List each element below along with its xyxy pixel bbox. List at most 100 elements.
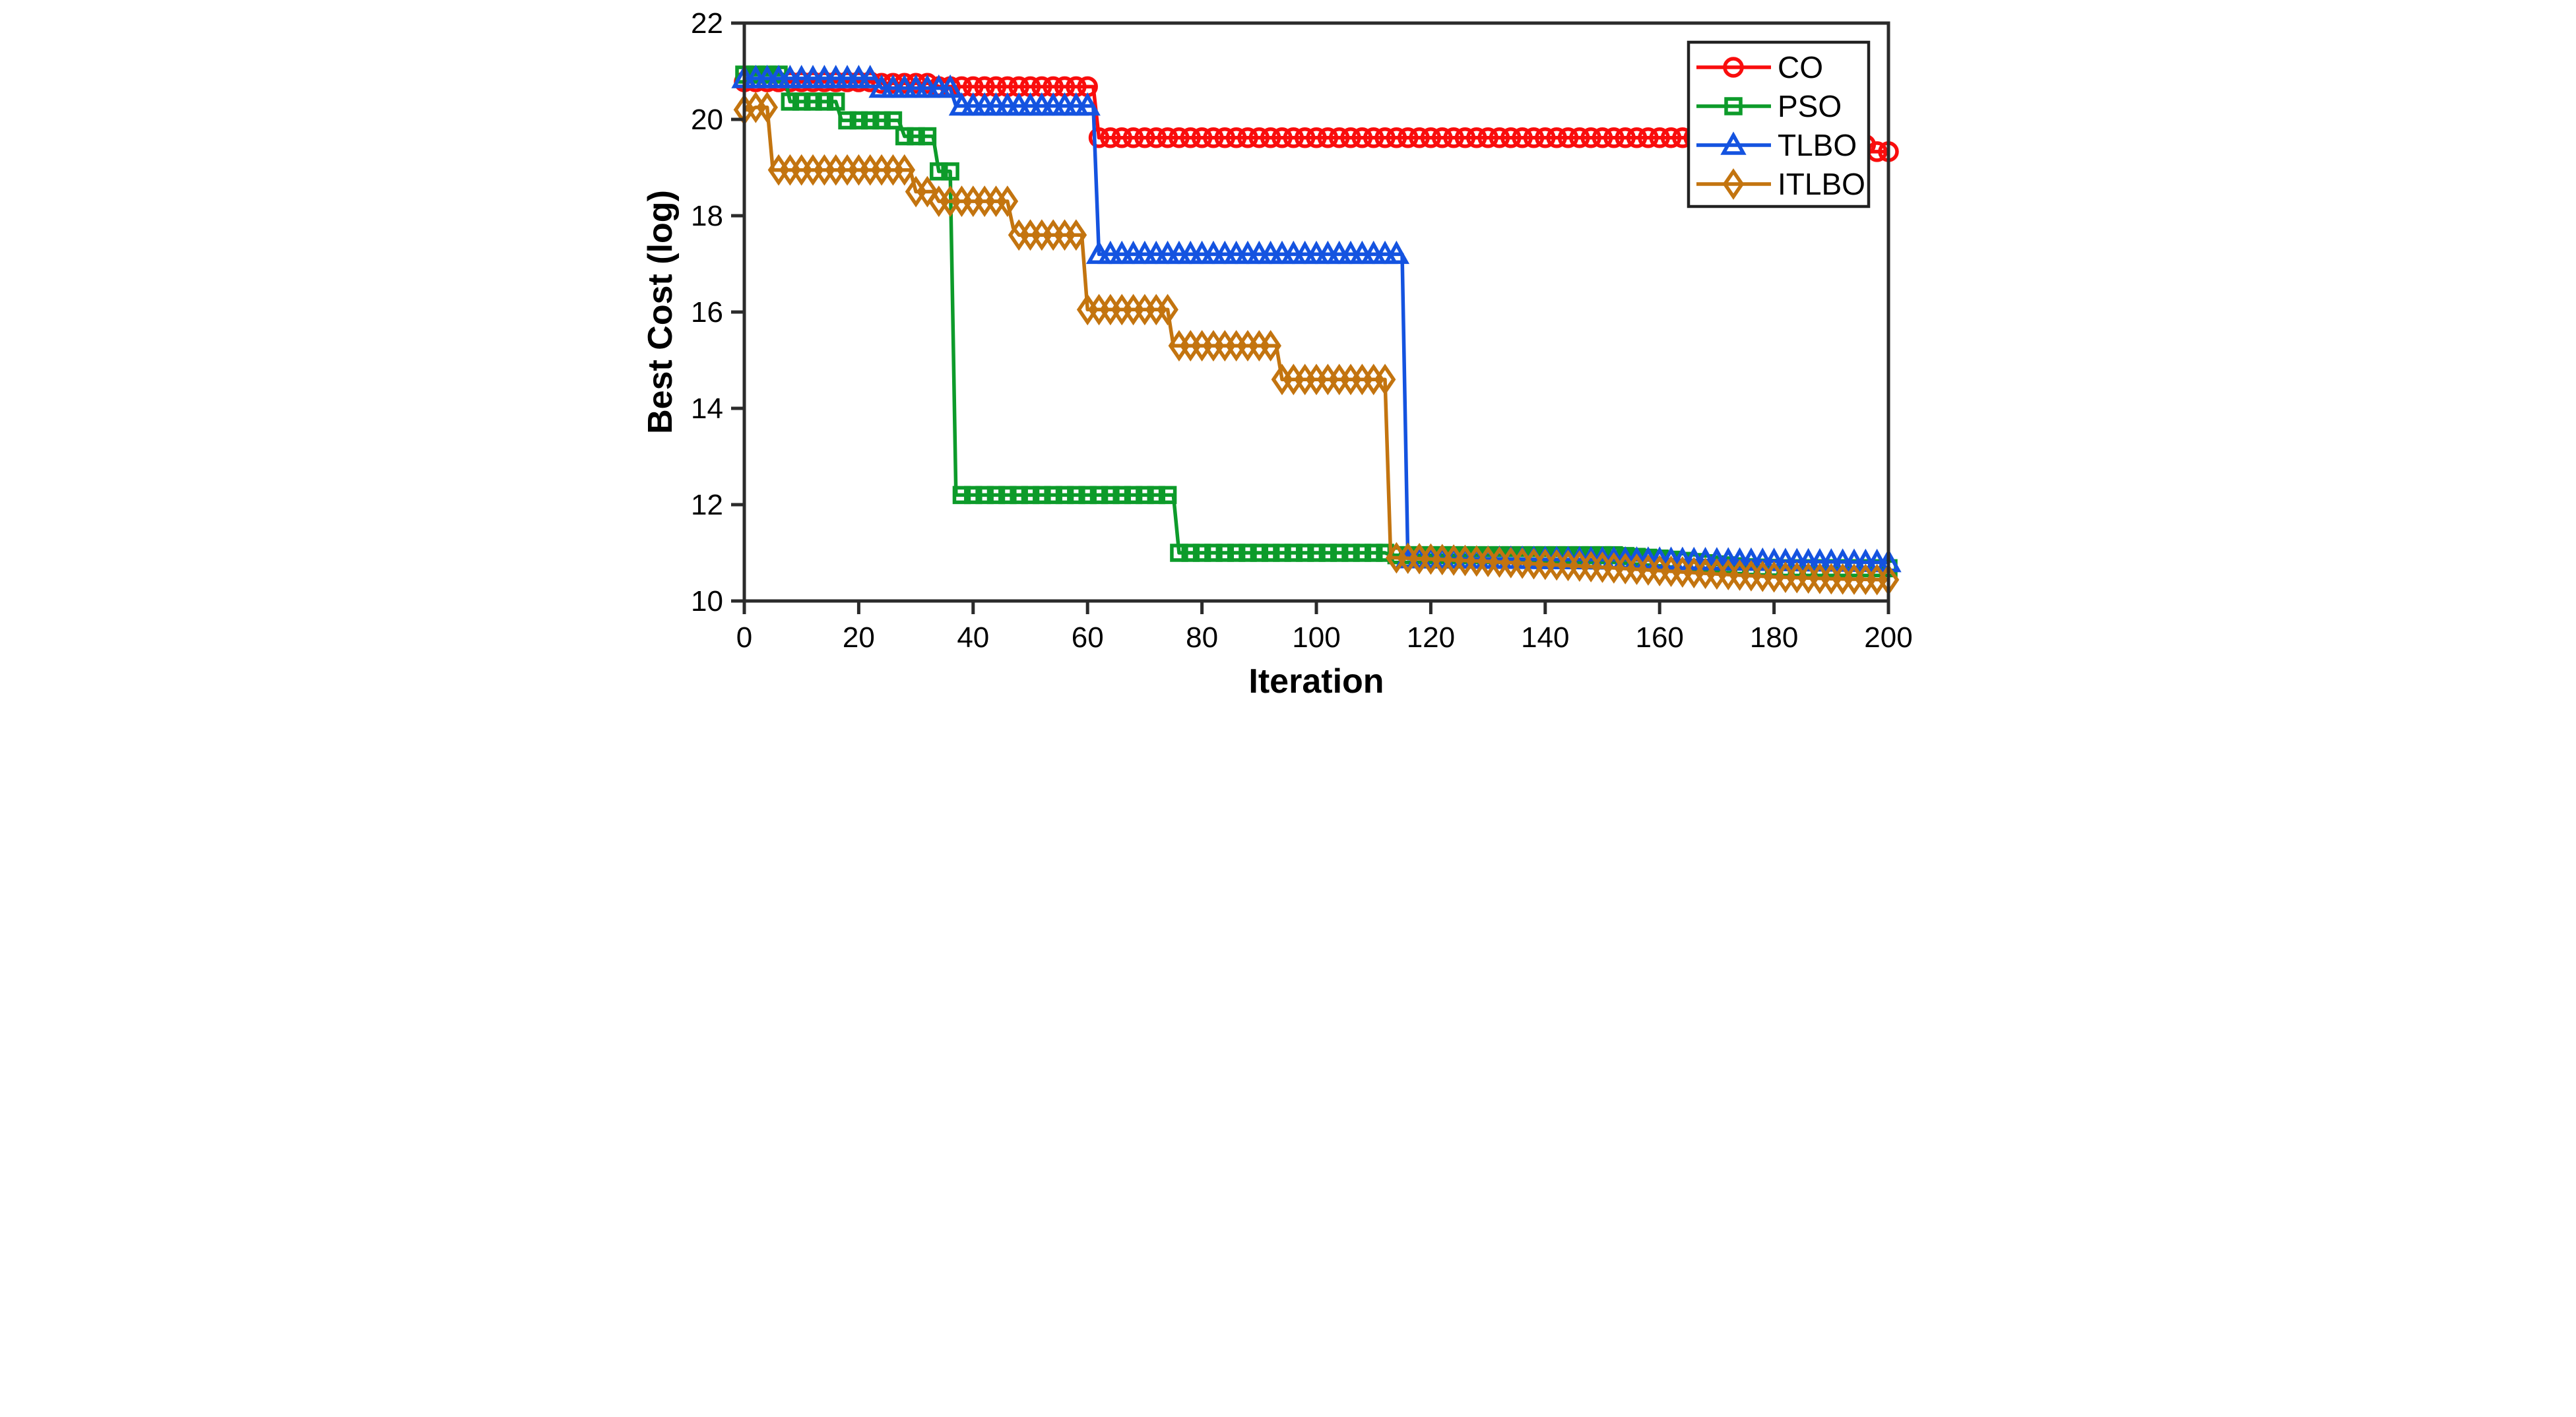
series-marker-tlbo: [937, 74, 963, 98]
x-tick-label: 140: [1521, 621, 1569, 654]
series-marker-pso: [964, 486, 982, 505]
legend-label-tlbo: TLBO: [1778, 128, 1857, 162]
x-tick-label: 20: [843, 621, 875, 654]
series-marker-itlbo: [917, 175, 938, 208]
series-marker-pso: [1136, 486, 1154, 505]
series-marker-co: [1386, 127, 1407, 148]
y-axis-label: Best Cost (log): [644, 190, 680, 434]
legend-sample-marker-co: [1723, 57, 1744, 78]
series-marker-pso: [1204, 544, 1223, 562]
y-tick-label: 12: [691, 489, 723, 521]
series-marker-pso: [1044, 486, 1062, 505]
series-marker-co: [1134, 127, 1155, 148]
legend-label-pso: PSO: [1778, 89, 1842, 123]
series-marker-co: [1603, 127, 1625, 148]
series-marker-itlbo: [1374, 363, 1396, 396]
series-marker-co: [1592, 127, 1613, 148]
series-marker-co: [1272, 127, 1293, 148]
x-tick-label: 200: [1864, 621, 1912, 654]
series-marker-pso: [1227, 544, 1246, 562]
series-marker-itlbo: [893, 154, 916, 186]
series-marker-pso: [781, 92, 800, 111]
series-marker-pso: [792, 92, 811, 111]
series-marker-co: [1512, 127, 1533, 148]
series-marker-co: [1580, 127, 1601, 148]
series-marker-tlbo: [857, 65, 884, 88]
series-marker-co: [1328, 127, 1350, 148]
y-tick-label: 14: [691, 393, 723, 425]
series-marker-pso: [1089, 486, 1109, 505]
series-marker-co: [1122, 127, 1144, 148]
series-marker-pso: [1112, 486, 1131, 505]
series-marker-co: [1248, 127, 1270, 148]
series-marker-co: [1409, 127, 1430, 148]
series-marker-itlbo: [1260, 330, 1281, 362]
series-marker-pso: [1364, 544, 1383, 562]
series-marker-pso: [975, 486, 994, 505]
series-marker-pso: [1261, 544, 1280, 562]
series-marker-itlbo: [1065, 219, 1087, 251]
x-tick-label: 160: [1635, 621, 1683, 654]
series-marker-pso: [872, 111, 891, 130]
legend-label-co: CO: [1778, 50, 1823, 84]
series-marker-co: [1466, 127, 1487, 148]
x-tick-label: 80: [1186, 621, 1218, 654]
series-marker-co: [1260, 127, 1281, 148]
series-marker-pso: [1284, 544, 1303, 562]
series-marker-co: [1191, 127, 1213, 148]
legend-sample-marker-tlbo: [1720, 131, 1747, 155]
series-marker-pso: [849, 111, 868, 130]
series-marker-co: [1294, 127, 1316, 148]
series-marker-co: [1363, 127, 1384, 148]
series-marker-co: [1546, 127, 1567, 148]
y-tick-label: 10: [691, 585, 723, 617]
series-marker-co: [1214, 127, 1236, 148]
y-tick-label: 22: [691, 7, 723, 40]
series-marker-co: [1351, 127, 1373, 148]
series-marker-pso: [1250, 544, 1269, 562]
series-marker-co: [1088, 127, 1110, 148]
series-marker-co: [1225, 127, 1247, 148]
series-marker-pso: [1318, 544, 1337, 562]
series-marker-pso: [1330, 544, 1349, 562]
series-marker-co: [1649, 127, 1670, 148]
series-marker-co: [1203, 127, 1224, 148]
series-marker-pso: [1273, 544, 1291, 562]
series-marker-pso: [1307, 544, 1326, 562]
series-marker-itlbo: [1157, 294, 1178, 326]
series-marker-co: [1454, 127, 1476, 148]
series-marker-pso: [1341, 544, 1360, 562]
series-marker-pso: [1010, 486, 1028, 505]
x-axis-label: Iteration: [1248, 662, 1384, 701]
x-tick-label: 180: [1750, 621, 1798, 654]
series-marker-co: [1100, 127, 1121, 148]
series-marker-co: [1535, 127, 1556, 148]
series-marker-pso: [1215, 544, 1235, 562]
series-marker-pso: [1147, 486, 1165, 505]
series-marker-pso: [952, 486, 971, 505]
y-tick-label: 16: [691, 296, 723, 329]
series-marker-co: [1638, 127, 1659, 148]
series-marker-pso: [895, 127, 914, 146]
series-marker-pso: [1033, 486, 1051, 505]
series-marker-pso: [826, 92, 845, 111]
series-marker-co: [1477, 127, 1498, 148]
series-marker-pso: [1239, 544, 1257, 562]
series-marker-pso: [1101, 486, 1120, 505]
series-marker-pso: [918, 127, 937, 146]
series-marker-pso: [1295, 544, 1314, 562]
series-marker-pso: [1192, 544, 1211, 562]
x-tick-label: 60: [1072, 621, 1104, 654]
x-tick-label: 100: [1292, 621, 1340, 654]
series-marker-pso: [838, 111, 856, 130]
convergence-figure: 0 20 40 60 80 100 120 140 160 180 200 10 12 14 16 18 20 2…: [644, 0, 1932, 708]
series-marker-itlbo: [996, 185, 1019, 217]
series-marker-co: [1615, 127, 1636, 148]
series-marker-pso: [1181, 544, 1200, 562]
series-marker-pso: [998, 486, 1017, 505]
x-tick-label: 0: [736, 621, 752, 654]
series-marker-co: [1523, 127, 1545, 148]
series-marker-pso: [815, 92, 834, 111]
series-marker-co: [1340, 127, 1361, 148]
series-marker-pso: [1124, 486, 1143, 505]
